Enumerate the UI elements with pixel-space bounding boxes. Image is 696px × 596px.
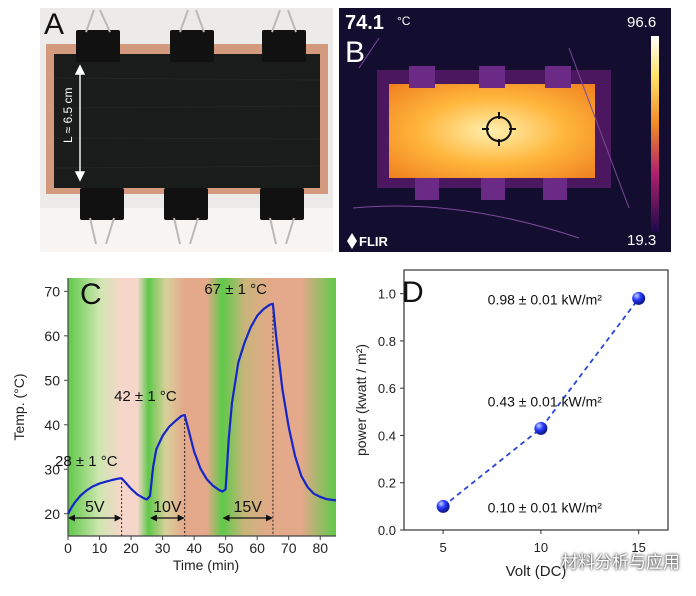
thermal-panel-b: 74.1 °C B 96.6 19.3 FLIR: [339, 8, 671, 252]
power-data-point: [632, 291, 646, 305]
voltage-segment-label: 5V: [85, 499, 105, 516]
y-tick-label: 0.4: [378, 428, 396, 443]
peak-temperature-label: 28 ± 1 °C: [55, 453, 118, 470]
crosshair-icon: [482, 112, 516, 146]
y-tick-label: 40: [44, 417, 60, 433]
hot-region: [389, 84, 595, 178]
temperature-reading: 74.1: [345, 12, 384, 34]
panel-d-label: D: [402, 276, 424, 309]
length-label: L ≈ 6.5 cm: [61, 87, 75, 144]
x-tick-label: 10: [92, 540, 108, 556]
y-tick-label: 50: [44, 372, 60, 388]
panel-b-label: B: [345, 36, 366, 69]
segment-arrow-head-left: [222, 514, 230, 522]
length-arrow: [74, 64, 86, 182]
power-value-label: 0.98 ± 0.01 kW/m²: [488, 291, 603, 307]
x-tick-label: 15: [631, 540, 645, 555]
y-tick-label: 0.6: [378, 381, 396, 396]
x-tick-label: 40: [186, 540, 202, 556]
x-tick-label: 20: [123, 540, 139, 556]
peak-temperature-label: 42 ± 1 °C: [114, 388, 177, 405]
segment-arrow-head-right: [177, 514, 185, 522]
panel-a-label: A: [44, 8, 65, 41]
temperature-scale-bar: [651, 36, 659, 232]
scale-max-label: 96.6: [627, 14, 657, 31]
power-value-label: 0.10 ± 0.01 kW/m²: [488, 499, 603, 515]
y-tick-label: 0.0: [378, 523, 396, 538]
power-chart-svg: 5 10 15 0.0 0.2 0.4 0.6 0.8 1.0 Volt (DC) power (k…: [353, 269, 669, 580]
heater-photo: [40, 8, 333, 252]
temperature-chart-svg: 0 10 20 30 40 50 60 70 80 20 30 40 50 60 70 Time (min) T…: [11, 278, 337, 573]
x-tick-label: 50: [218, 540, 234, 556]
x-tick-label: 70: [281, 540, 297, 556]
x-axis-title: Volt (DC): [506, 563, 567, 580]
segment-arrow-head-left: [149, 514, 157, 522]
x-axis-title: Time (min): [173, 557, 239, 573]
temperature-unit: °C: [397, 14, 411, 28]
binder-clips-bottom: [80, 188, 304, 220]
y-tick-label: 60: [44, 328, 60, 344]
temperature-curve: [67, 302, 337, 515]
photo-panel-a: A L ≈ 6.5 cm: [40, 8, 333, 252]
y-axis-title: Temp. (°C): [11, 373, 27, 440]
scale-min-label: 19.3: [627, 232, 657, 249]
y-tick-label: 30: [44, 461, 60, 477]
voltage-segment-label: 10V: [153, 499, 182, 516]
plot-frame: [403, 269, 669, 531]
x-tick-label: 5: [439, 540, 446, 555]
y-tick-label: 70: [44, 283, 60, 299]
voltage-segment-label: 15V: [233, 499, 262, 516]
segment-arrow-head-left: [68, 514, 75, 522]
temperature-chart: 0 10 20 30 40 50 60 70 80 20 30 40 50 60 70 Time (min) T…: [0, 262, 346, 578]
x-tick-label: 0: [64, 540, 72, 556]
plot-area-background: [68, 278, 336, 536]
x-tick-label: 60: [249, 540, 265, 556]
y-tick-label: 1.0: [378, 287, 396, 302]
panel-c-label: C: [80, 278, 102, 311]
x-tick-label: 30: [155, 540, 171, 556]
thermal-image: [339, 8, 671, 252]
y-tick-label: 0.8: [378, 334, 396, 349]
y-axis-title: power (kwatt / m²): [353, 344, 369, 456]
segment-arrow-head-right: [265, 514, 273, 522]
peak-temperature-label: 67 ± 1 °C: [204, 281, 267, 298]
thermal-clips: [409, 66, 571, 200]
segment-arrow-head-right: [114, 514, 122, 522]
y-tick-label: 20: [44, 506, 60, 522]
flir-logo-icon: [347, 233, 357, 249]
power-data-point: [534, 421, 548, 435]
power-value-label: 0.43 ± 0.01 kW/m²: [488, 393, 603, 409]
flir-brand-label: FLIR: [359, 234, 388, 249]
y-tick-label: 0.2: [378, 476, 396, 491]
binder-clips-top: [76, 30, 306, 62]
power-chart: 5 10 15 0.0 0.2 0.4 0.6 0.8 1.0 Volt (DC) power (k…: [346, 258, 696, 591]
carbon-fabric: [54, 54, 320, 188]
x-tick-label: 80: [312, 540, 328, 556]
x-tick-label: 10: [534, 540, 548, 555]
watermark-text: 材料分析与应用: [561, 553, 680, 572]
power-data-point: [436, 499, 450, 513]
